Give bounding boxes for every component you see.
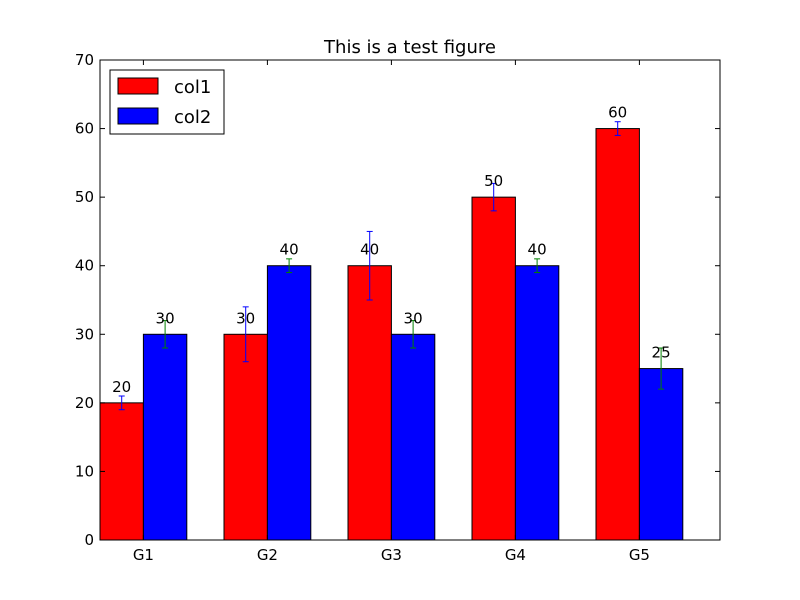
axes-frame [99, 59, 721, 541]
bar-col1-G3 [347, 265, 392, 541]
bar-col1-G2 [223, 333, 268, 541]
data-label-col2-G5: 25 [652, 344, 671, 362]
data-label-col2-G4: 40 [528, 241, 547, 259]
data-label-col1-G2: 30 [236, 309, 255, 327]
y-tick-label-40: 40 [75, 257, 94, 275]
bar-col1-G5 [595, 128, 640, 541]
legend-label-col1: col1 [174, 77, 211, 98]
data-labels-layer: 20 30 40 50 60 30 40 30 40 25 [112, 104, 670, 396]
bar-col2-G1 [142, 333, 188, 541]
data-label-col1-G1: 20 [112, 378, 131, 396]
y-tick-label-30: 30 [75, 325, 94, 343]
y-tick-label-70: 70 [75, 51, 94, 69]
x-tick-label-G1: G1 [133, 546, 154, 564]
bars-layer [99, 128, 684, 541]
data-label-col1-G3: 40 [360, 241, 379, 259]
y-tick-label-10: 10 [75, 462, 94, 480]
legend-swatch-col1 [117, 77, 159, 95]
data-label-col2-G2: 40 [280, 241, 299, 259]
bar-col2-G5 [638, 368, 684, 541]
data-label-col1-G5: 60 [608, 104, 627, 122]
bar-col2-G4 [514, 265, 560, 541]
legend: col1 col2 [109, 69, 225, 135]
y-tick-label-20: 20 [75, 394, 94, 412]
data-label-col2-G1: 30 [156, 309, 175, 327]
x-tick-label-G4: G4 [505, 546, 526, 564]
x-tick-label-G3: G3 [381, 546, 402, 564]
ticks-layer: 0 10 20 30 40 50 60 70 G1 G2 G3 G4 G5 [75, 51, 720, 564]
x-tick-label-G2: G2 [257, 546, 278, 564]
bar-col1-G1 [99, 402, 144, 541]
y-tick-label-60: 60 [75, 120, 94, 138]
data-label-col1-G4: 50 [484, 172, 503, 190]
x-tick-label-G5: G5 [629, 546, 650, 564]
legend-label-col2: col2 [174, 107, 211, 128]
y-tick-label-0: 0 [84, 531, 94, 549]
data-label-col2-G3: 30 [404, 309, 423, 327]
chart-title: This is a test figure [323, 37, 496, 58]
bar-col2-G2 [266, 265, 312, 541]
bar-col2-G3 [390, 333, 436, 541]
legend-swatch-col2 [117, 107, 159, 125]
error-bars-layer [118, 121, 665, 411]
y-tick-label-50: 50 [75, 188, 94, 206]
bar-col1-G4 [471, 196, 516, 541]
